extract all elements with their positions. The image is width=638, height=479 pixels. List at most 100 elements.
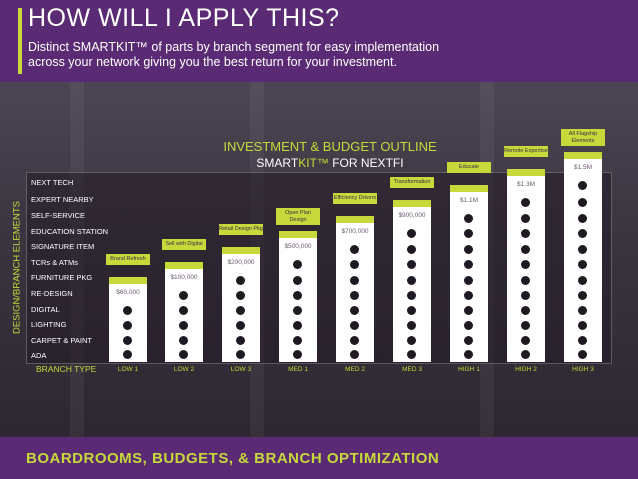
element-dot <box>521 245 530 254</box>
column-amount: $500,000 <box>284 243 312 250</box>
element-dot <box>464 336 473 345</box>
element-dot <box>236 321 245 330</box>
element-dot <box>236 336 245 345</box>
element-dot <box>293 321 302 330</box>
element-dot <box>350 291 359 300</box>
column-label: LOW 3 <box>230 366 252 373</box>
element-dot <box>236 306 245 315</box>
element-dot <box>578 291 587 300</box>
element-dot <box>179 306 188 315</box>
element-dot <box>407 336 416 345</box>
column-label: HIGH 2 <box>515 366 537 373</box>
element-dot <box>464 214 473 223</box>
column-tag: Sell with Digital <box>162 239 206 250</box>
element-dot <box>350 306 359 315</box>
element-dot <box>407 350 416 359</box>
column-tag: Brand Refresh <box>106 254 150 265</box>
element-dot <box>293 291 302 300</box>
column-tag: All Flagship Elements <box>561 129 605 146</box>
column-amount: $1.1M <box>459 197 479 204</box>
element-dot <box>521 336 530 345</box>
footer-title: BOARDROOMS, BUDGETS, & BRANCH OPTIMIZATI… <box>26 450 440 467</box>
column-amount: $900,000 <box>398 212 426 219</box>
element-dot <box>464 350 473 359</box>
page-title: HOW WILL I APPLY THIS? <box>28 4 340 32</box>
column-amount: $60,000 <box>116 289 140 296</box>
column-tag: Transformation <box>390 177 434 188</box>
element-dot <box>578 260 587 269</box>
element-dot <box>521 321 530 330</box>
element-dot <box>293 336 302 345</box>
element-dot <box>578 245 587 254</box>
element-dot <box>521 260 530 269</box>
row-label: NEXT TECH <box>31 178 74 187</box>
subtitle-line-1: Distinct SMARTKIT™ of parts by branch se… <box>28 40 440 54</box>
element-dot <box>464 276 473 285</box>
row-label: SELF-SERVICE <box>31 211 86 220</box>
row-label: EXPERT NEARBY <box>31 195 94 204</box>
column-cap <box>279 231 317 238</box>
column-amount: $100,000 <box>170 274 198 281</box>
element-dot <box>578 214 587 223</box>
row-label: SIGNATURE ITEM <box>31 242 95 251</box>
element-dot <box>407 276 416 285</box>
element-dot <box>578 181 587 190</box>
element-dot <box>521 229 530 238</box>
element-dot <box>578 306 587 315</box>
element-dot <box>179 336 188 345</box>
row-label: FURNITURE PKG <box>31 273 93 282</box>
element-dot <box>179 350 188 359</box>
column-tag: Efficiency Drivers <box>333 193 377 204</box>
element-dot <box>464 291 473 300</box>
element-dot <box>293 350 302 359</box>
element-dot <box>464 260 473 269</box>
column-cap <box>222 247 260 254</box>
outline-subtitle: SMARTKIT™ FOR NEXTFI <box>215 156 445 170</box>
element-dot <box>578 336 587 345</box>
column-label: HIGH 3 <box>572 366 594 373</box>
column-tag: Open Plan Design <box>276 208 320 225</box>
column-cap <box>109 277 147 284</box>
element-dot <box>236 276 245 285</box>
column-amount: $200,000 <box>227 259 255 266</box>
element-dot <box>407 229 416 238</box>
element-dot <box>464 229 473 238</box>
element-dot <box>293 276 302 285</box>
element-dot <box>350 245 359 254</box>
outline-subtitle-prefix: SMART <box>256 156 299 170</box>
row-label: DIGITAL <box>31 305 60 314</box>
column-amount: $1.5M <box>573 164 593 171</box>
element-dot <box>350 321 359 330</box>
subtitle-line-2: across your network giving you the best … <box>28 55 397 69</box>
column-cap <box>564 152 602 159</box>
footer-band <box>0 437 638 479</box>
column-label: HIGH 1 <box>458 366 480 373</box>
element-dot <box>407 260 416 269</box>
element-dot <box>123 336 132 345</box>
column-cap <box>165 262 203 269</box>
element-dot <box>578 321 587 330</box>
branch-column <box>507 169 545 362</box>
column-cap <box>450 185 488 192</box>
element-dot <box>293 260 302 269</box>
element-dot <box>464 306 473 315</box>
column-tag: Retail Design Pkg <box>219 224 263 235</box>
element-dot <box>521 214 530 223</box>
column-amount: $700,000 <box>341 228 369 235</box>
element-dot <box>521 306 530 315</box>
element-dot <box>179 321 188 330</box>
element-dot <box>123 321 132 330</box>
column-label: MED 1 <box>288 366 308 373</box>
row-label: RE-DESIGN <box>31 289 73 298</box>
element-dot <box>407 321 416 330</box>
branch-column <box>165 262 203 362</box>
column-label: LOW 1 <box>117 366 139 373</box>
element-dot <box>521 350 530 359</box>
element-dot <box>407 291 416 300</box>
element-dot <box>350 350 359 359</box>
row-label: CARPET & PAINT <box>31 336 92 345</box>
branch-type-label: BRANCH TYPE <box>36 364 97 374</box>
element-dot <box>350 336 359 345</box>
element-dot <box>123 306 132 315</box>
header-accent-bar <box>18 8 22 74</box>
